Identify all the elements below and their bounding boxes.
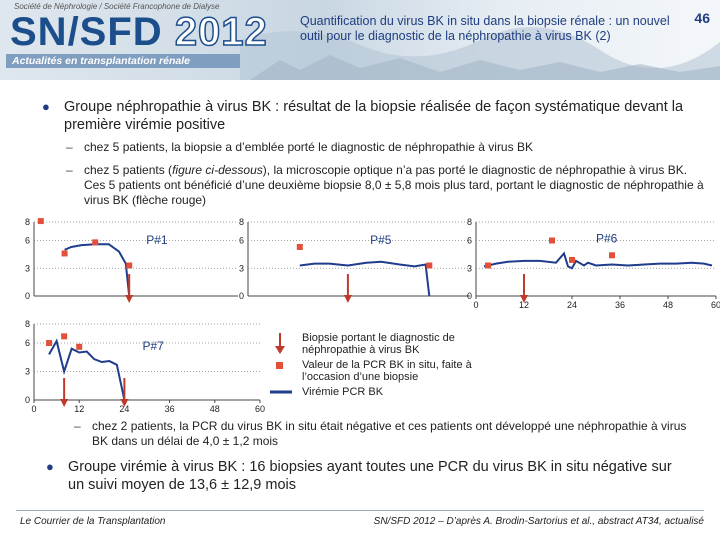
bullet-dot-icon: ● (46, 459, 54, 474)
slide-header: Société de Néphrologie / Société Francop… (0, 0, 720, 80)
society-name: Société de Néphrologie / Société Francop… (14, 2, 220, 11)
viremia-line (64, 243, 131, 297)
dash-icon: – (66, 140, 73, 154)
y-tick-label: 0 (239, 291, 244, 301)
chart-p7: 8 6 3 00 12 24 36 48 60 P#7 (25, 319, 265, 414)
legend-square-row: Valeur de la PCR BK in situ, faite à l’o… (270, 359, 490, 383)
legend-arrow-row: Biopsie portant le diagnostic de néphrop… (270, 332, 490, 356)
y-tick-label: 6 (25, 236, 30, 246)
y-tick-label: 3 (239, 263, 244, 273)
biopsy-arrow-head (125, 295, 134, 303)
x-tick-label: 48 (210, 404, 220, 414)
x-tick-label: 24 (567, 300, 577, 310)
logo-year: 2012 (174, 9, 268, 55)
header-background-decoration (240, 27, 720, 80)
pcr-in-situ-marker (46, 340, 53, 346)
chart-p5: 8 6 3 0 P#5 (239, 217, 470, 303)
pcr-in-situ-marker (92, 239, 99, 246)
x-tick-label: 12 (74, 404, 84, 414)
congress-logo: SN/SFD 2012 (10, 9, 268, 55)
x-tick-label: 12 (519, 300, 529, 310)
y-tick-label: 0 (25, 395, 30, 405)
x-tick-label: 60 (711, 300, 720, 310)
sub2-figure-ref: figure ci-dessous (172, 163, 263, 177)
y-tick-label: 0 (467, 291, 472, 301)
legend-arrow-text: Biopsie portant le diagnostic de néphrop… (302, 332, 455, 356)
pcr-in-situ-marker (426, 262, 433, 269)
pcr-in-situ-marker (126, 262, 133, 269)
chart-p6: 8 6 3 00 12 24 36 48 60 P#6 (467, 217, 720, 310)
y-tick-label: 3 (25, 263, 30, 273)
y-tick-label: 8 (467, 217, 472, 227)
pcr-in-situ-marker (61, 250, 68, 257)
sub-bullet-3: – chez 2 patients, la PCR du virus BK in… (74, 419, 692, 449)
y-tick-label: 3 (25, 367, 30, 377)
legend-line-text: Virémie PCR BK (302, 386, 384, 398)
biopsy-arrow-head (60, 399, 69, 407)
pcr-in-situ-marker (76, 343, 83, 350)
pcr-in-situ-marker (609, 252, 615, 259)
congress-subtitle: Actualités en transplantation rénale (6, 54, 240, 68)
biopsy-arrow-head (343, 295, 352, 303)
legend-line-row: Virémie PCR BK (270, 386, 490, 398)
x-tick-label: 48 (663, 300, 673, 310)
viremia-line (299, 260, 431, 297)
y-tick-label: 6 (239, 236, 244, 246)
dash-icon: – (66, 163, 73, 177)
patient-label: P#7 (142, 339, 164, 353)
bullet2-bold: Groupe virémie à virus BK (68, 459, 238, 475)
y-tick-label: 8 (25, 319, 30, 329)
bullet1-bold: Groupe néphropathie à virus BK (64, 99, 272, 115)
sub2-text-b: ), la microscopie optique n’a pas porté … (84, 163, 704, 207)
slide-number: 46 (694, 10, 710, 26)
logo-main: SN/SFD (10, 10, 163, 54)
patient-label: P#1 (146, 233, 168, 247)
y-tick-label: 3 (467, 263, 472, 273)
legend-square-text: Valeur de la PCR BK in situ, faite à l’o… (302, 359, 472, 383)
y-tick-label: 8 (25, 217, 30, 227)
pcr-in-situ-marker (37, 218, 44, 225)
y-tick-label: 0 (25, 291, 30, 301)
viremia-line (483, 251, 713, 270)
patient-label: P#6 (596, 232, 618, 246)
sub-bullet-1: – chez 5 patients, la biopsie a d’emblée… (66, 140, 704, 155)
y-tick-label: 6 (467, 236, 472, 246)
bullet2-text: : 16 biopsies ayant toutes une PCR du vi… (68, 459, 672, 493)
bullet-dot-icon: ● (42, 99, 50, 114)
patient-label: P#5 (370, 233, 392, 247)
bullet-nephropathy-group: ● Groupe néphropathie à virus BK : résul… (42, 98, 704, 134)
x-tick-label: 60 (255, 404, 265, 414)
pcr-in-situ-marker (485, 262, 491, 269)
footer-journal: Le Courrier de la Transplantation (20, 516, 166, 527)
pcr-in-situ-marker (61, 333, 68, 340)
red-square-icon (276, 362, 283, 369)
chart-legend: Biopsie portant le diagnostic de néphrop… (270, 332, 490, 398)
viremia-line (48, 338, 126, 401)
y-tick-label: 8 (239, 217, 244, 227)
sub-bullet-2: – chez 5 patients (figure ci-dessous), l… (66, 163, 704, 208)
sub2-text-a: chez 5 patients ( (84, 163, 173, 177)
y-tick-label: 6 (25, 338, 30, 348)
bullet-viremia-group: ● Groupe virémie à virus BK : 16 biopsie… (46, 458, 688, 494)
biopsy-arrow-head (520, 295, 528, 303)
chart-p1: 8 6 3 0 P#1 (25, 217, 238, 303)
slide-title: Quantification du virus BK in situ dans … (300, 14, 670, 43)
footer-source: SN/SFD 2012 – D’après A. Brodin-Sartoriu… (373, 516, 704, 527)
pcr-in-situ-marker (296, 243, 303, 250)
sub3-text: chez 2 patients, la PCR du virus BK in s… (92, 419, 687, 448)
red-down-arrow-icon (275, 333, 285, 354)
pcr-in-situ-marker (569, 256, 575, 263)
x-tick-label: 36 (165, 404, 175, 414)
pcr-in-situ-marker (549, 237, 555, 244)
dash-icon: – (74, 419, 81, 433)
footer-divider (16, 510, 704, 511)
biopsy-arrow-head (120, 399, 129, 407)
x-tick-label: 36 (615, 300, 625, 310)
x-tick-label: 24 (119, 404, 129, 414)
bullet1-text: : résultat de la biopsie réalisée de faç… (64, 99, 684, 133)
x-tick-label: 0 (473, 300, 478, 310)
blue-line-icon (270, 390, 292, 394)
sub1-text: chez 5 patients, la biopsie a d’emblée p… (84, 140, 533, 154)
x-tick-label: 0 (31, 404, 36, 414)
